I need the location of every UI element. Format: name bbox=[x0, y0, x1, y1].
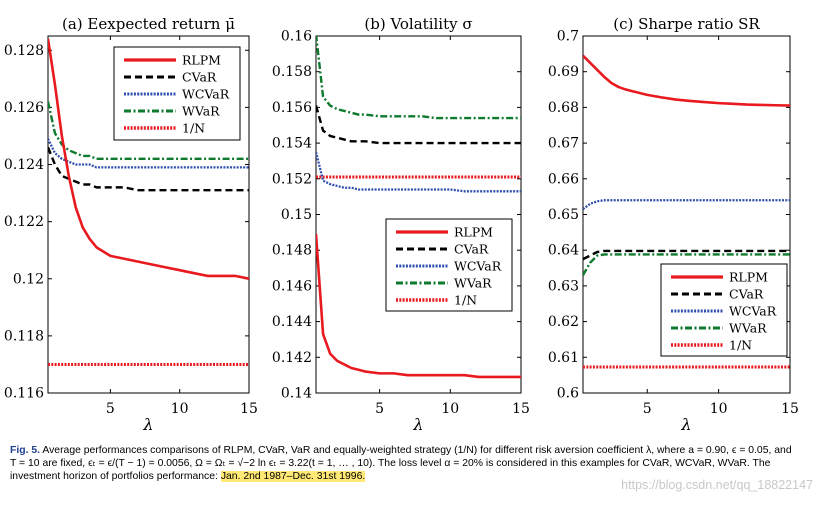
y-tick-label: 0.63 bbox=[548, 278, 579, 294]
axes-frame bbox=[47, 35, 250, 394]
series-line-rlpm bbox=[316, 234, 521, 379]
y-tick-label: 0.68 bbox=[548, 100, 579, 116]
y-tick-label: 0.61 bbox=[548, 350, 579, 366]
y-tick-label: 0.16 bbox=[281, 29, 312, 45]
legend-label-wvar: WVaR bbox=[182, 104, 220, 119]
x-tick-label: 15 bbox=[512, 401, 530, 417]
legend-label-rlpm: RLPM bbox=[729, 270, 768, 285]
legend-label-cvar: CVaR bbox=[454, 242, 489, 257]
y-tick-label: 0.122 bbox=[4, 214, 44, 230]
x-tick-label: 10 bbox=[171, 401, 189, 417]
y-tick-label: 0.146 bbox=[272, 278, 312, 294]
y-tick-label: 0.69 bbox=[548, 64, 579, 80]
chart-title: (a) Eexpected return μ̄ bbox=[62, 15, 235, 33]
y-tick-label: 0.126 bbox=[4, 100, 44, 116]
x-tick-label: 10 bbox=[710, 401, 728, 417]
series-line-wvar bbox=[316, 36, 521, 120]
y-tick-label: 0.124 bbox=[4, 157, 44, 173]
watermark: https://blog.csdn.net/qq_18822147 bbox=[621, 478, 813, 492]
y-tick-label: 0.14 bbox=[281, 386, 312, 402]
series-line-wcvar bbox=[48, 138, 249, 169]
y-tick-label: 0.64 bbox=[548, 243, 579, 259]
legend-label-wcvar: WCVaR bbox=[729, 304, 777, 319]
chart-title: (c) Sharpe ratio SR bbox=[613, 15, 760, 33]
axes-frame bbox=[315, 35, 522, 394]
y-tick-label: 0.144 bbox=[272, 314, 312, 330]
x-tick-label: 5 bbox=[375, 401, 384, 417]
series-line-cvar bbox=[583, 249, 790, 261]
legend-label-1-n: 1/N bbox=[454, 293, 477, 308]
legend-label-rlpm: RLPM bbox=[182, 53, 221, 68]
y-tick-label: 0.67 bbox=[548, 136, 579, 152]
chart-title: (b) Volatility σ bbox=[364, 15, 472, 33]
x-axis-label: λ bbox=[142, 415, 153, 434]
x-tick-label: 5 bbox=[643, 401, 652, 417]
legend-label-1-n: 1/N bbox=[182, 121, 205, 136]
y-tick-label: 0.156 bbox=[272, 100, 312, 116]
series-line-cvar bbox=[48, 146, 249, 192]
x-tick-label: 15 bbox=[781, 401, 799, 417]
panel-sharpe-ratio: 0.6 0.61 0.62 0.63 0.64 0.65 0.66 0.67 0.68 0.69 0… bbox=[548, 15, 799, 434]
panel-volatility: 0.14 0.142 0.144 0.146 0.148 0.15 0.152 0.154 0.… bbox=[272, 15, 530, 434]
y-tick-label: 0.65 bbox=[548, 207, 579, 223]
x-axis-label: λ bbox=[680, 415, 691, 434]
caption-line-1: Average performances comparisons of RLPM… bbox=[42, 445, 792, 456]
x-tick-label: 5 bbox=[106, 401, 115, 417]
y-tick-label: 0.116 bbox=[4, 386, 44, 402]
series-line-wvar bbox=[583, 253, 790, 276]
x-axis-label: λ bbox=[412, 415, 423, 434]
y-tick-label: 0.118 bbox=[4, 328, 44, 344]
series-line-wcvar bbox=[583, 199, 790, 211]
figure: 0.116 0.118 0.12 0.122 0.124 0.126 0.128 5 10 15 (… bbox=[4, 15, 799, 434]
y-tick-label: 0.158 bbox=[272, 64, 312, 80]
y-tick-label: 0.7 bbox=[557, 29, 579, 45]
y-tick-label: 0.62 bbox=[548, 314, 579, 330]
legend-label-wvar: WVaR bbox=[729, 321, 767, 336]
series-line-wcvar bbox=[316, 151, 521, 193]
legend-label-wcvar: WCVaR bbox=[454, 259, 502, 274]
caption-label: Fig. 5. bbox=[10, 445, 41, 456]
y-tick-label: 0.152 bbox=[272, 171, 312, 187]
panel-expected-return: 0.116 0.118 0.12 0.122 0.124 0.126 0.128 5 10 15 (… bbox=[4, 15, 258, 434]
legend-label-wvar: WVaR bbox=[454, 276, 492, 291]
y-tick-label: 0.6 bbox=[557, 386, 579, 402]
y-tick-label: 0.66 bbox=[548, 171, 579, 187]
series-line-rlpm bbox=[48, 38, 249, 281]
series-line-cvar bbox=[316, 105, 521, 145]
legend-label-wcvar: WCVaR bbox=[182, 87, 230, 102]
series-line-rlpm bbox=[583, 54, 790, 107]
y-tick-label: 0.142 bbox=[272, 350, 312, 366]
legend-label-cvar: CVaR bbox=[729, 287, 764, 302]
x-tick-label: 15 bbox=[240, 401, 258, 417]
figure-caption: Fig. 5. Average performances comparisons… bbox=[10, 444, 816, 483]
y-tick-label: 0.154 bbox=[272, 136, 312, 152]
caption-line-3: investment horizon of portfolios perform… bbox=[10, 471, 221, 482]
caption-highlight: Jan. 2nd 1987–Dec. 31st 1996. bbox=[220, 471, 366, 482]
y-tick-label: 0.128 bbox=[4, 43, 44, 59]
y-tick-label: 0.12 bbox=[13, 271, 44, 287]
x-tick-label: 10 bbox=[441, 401, 459, 417]
caption-line-2: T = 10 are fixed, ϵₜ = ϵ/(T − 1) = 0.005… bbox=[10, 458, 771, 469]
legend-label-1-n: 1/N bbox=[729, 338, 752, 353]
legend-label-rlpm: RLPM bbox=[454, 225, 493, 240]
y-tick-label: 0.148 bbox=[272, 243, 312, 259]
y-tick-label: 0.15 bbox=[281, 207, 312, 223]
legend-label-cvar: CVaR bbox=[182, 70, 217, 85]
